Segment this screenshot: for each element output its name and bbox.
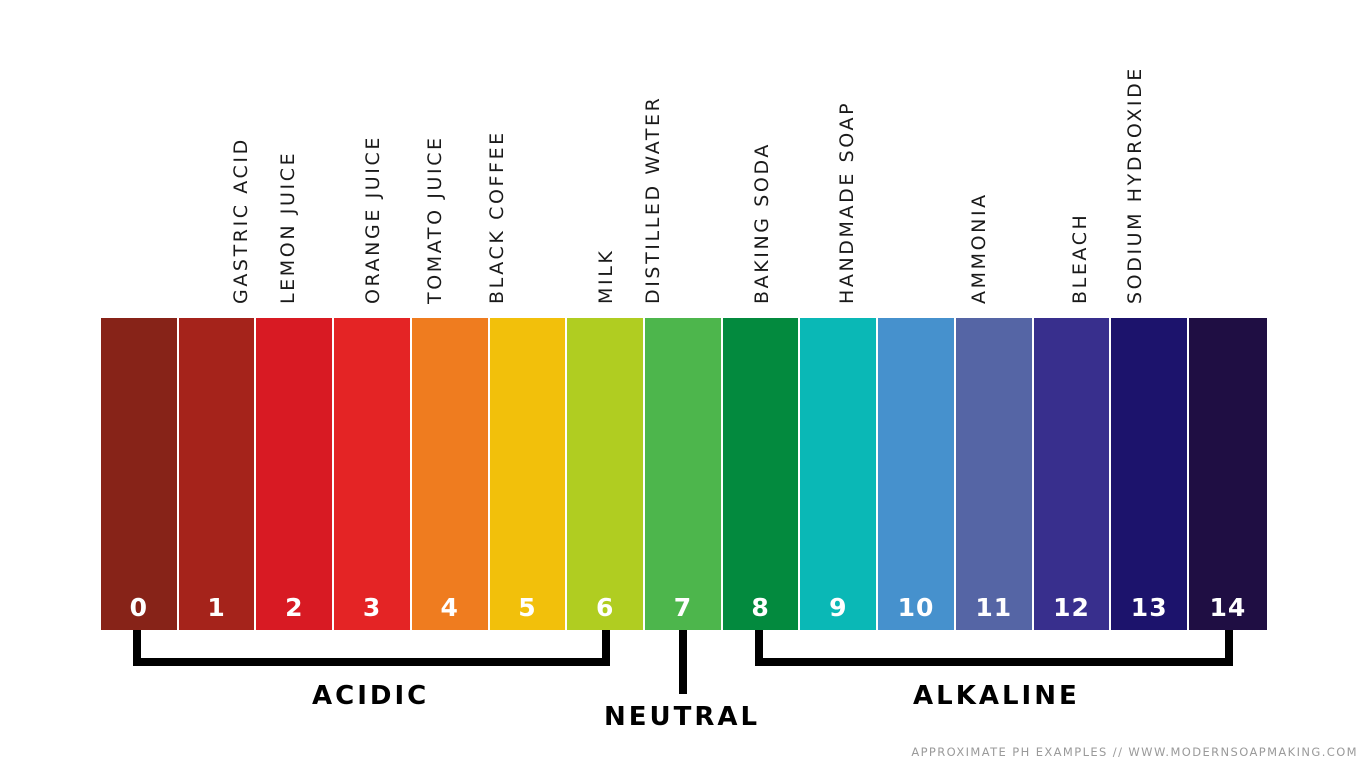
ph-cell-5: 5	[489, 318, 568, 630]
example-label: AMMONIA	[968, 192, 991, 304]
ph-cell-3: 3	[334, 318, 412, 630]
acidic-bracket	[133, 630, 610, 666]
ph-value: 13	[1130, 593, 1168, 622]
alkaline-bracket	[755, 630, 1233, 666]
ph-cell-13: 13	[1111, 318, 1190, 630]
ph-cell-12: 12	[1033, 318, 1112, 630]
neutral-stem	[679, 630, 687, 694]
ph-value: 6	[595, 593, 615, 622]
ph-value: 9	[829, 593, 848, 622]
ph-cell-11: 11	[955, 318, 1034, 630]
ph-cell-4: 4	[411, 318, 490, 630]
neutral-label: NEUTRAL	[604, 702, 761, 732]
example-label: MILK	[595, 248, 618, 304]
ph-value: 10	[897, 593, 935, 622]
ph-value: 3	[362, 593, 382, 622]
ph-value: 4	[440, 593, 459, 622]
example-label: HANDMADE SOAP	[836, 100, 859, 304]
ph-cell-1: 1	[178, 318, 257, 630]
ph-cell-0: 0	[101, 318, 179, 630]
ph-value: 14	[1209, 593, 1247, 622]
example-label: BLACK COFFEE	[486, 130, 509, 304]
ph-value: 7	[673, 593, 693, 622]
ph-cell-8: 8	[722, 318, 801, 630]
example-label: ORANGE JUICE	[362, 135, 385, 304]
ph-value: 8	[751, 593, 770, 622]
ph-cell-9: 9	[800, 318, 879, 630]
ph-scale: 0 1 2 3 4 5 6 7 8 9 10 11 12 13 14	[101, 318, 1267, 630]
ph-value: 5	[518, 593, 537, 622]
source-footer: APPROXIMATE PH EXAMPLES // WWW.MODERNSOA…	[911, 745, 1358, 759]
example-label: LEMON JUICE	[276, 150, 299, 304]
example-label: TOMATO JUICE	[424, 135, 447, 304]
ph-cell-14: 14	[1189, 318, 1267, 630]
ph-cell-6: 6	[567, 318, 646, 630]
ph-cell-2: 2	[256, 318, 335, 630]
example-label: DISTILLED WATER	[641, 95, 664, 304]
ph-cell-10: 10	[878, 318, 956, 630]
example-label: BLEACH	[1069, 212, 1092, 304]
example-label: SODIUM HYDROXIDE	[1123, 66, 1146, 304]
acidic-label: ACIDIC	[312, 681, 430, 711]
ph-value: 0	[129, 593, 149, 622]
ph-cell-7: 7	[645, 318, 723, 630]
example-label: BAKING SODA	[750, 142, 773, 304]
ph-value: 12	[1053, 593, 1090, 622]
ph-value: 1	[207, 593, 226, 622]
ph-value: 11	[975, 593, 1013, 622]
alkaline-label: ALKALINE	[913, 681, 1080, 711]
ph-value: 2	[285, 593, 304, 622]
example-label: GASTRIC ACID	[229, 137, 252, 304]
